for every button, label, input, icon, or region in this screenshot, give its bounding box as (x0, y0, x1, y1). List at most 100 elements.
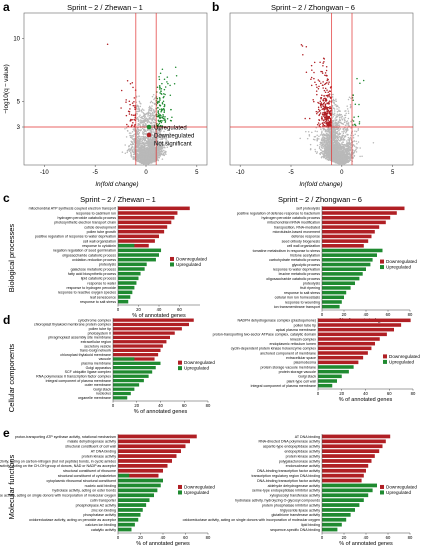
volcano-point (129, 82, 132, 85)
volcano-point (145, 137, 147, 140)
volcano-point (310, 64, 313, 67)
volcano-point (138, 115, 140, 118)
volcano-point (161, 150, 164, 153)
volcano-point (161, 116, 164, 119)
volcano-point (326, 78, 329, 80)
volcano-point (146, 121, 149, 124)
volcano-point (326, 81, 328, 84)
volcano-point (150, 109, 153, 111)
volcano-point (322, 119, 325, 121)
volcano-point (331, 112, 334, 114)
volcano-point (161, 125, 163, 127)
volcano-point (332, 129, 334, 132)
volcano-point (343, 130, 345, 132)
volcano-point (320, 106, 323, 108)
volcano-point (337, 128, 340, 130)
volcano-point (332, 99, 335, 101)
volcano-point (130, 151, 132, 154)
volcano-point (158, 96, 161, 99)
volcano-point (346, 108, 349, 110)
volcano-point (142, 142, 145, 145)
volcano-point (324, 103, 327, 105)
volcano-point (141, 121, 144, 124)
volcano-point (161, 82, 163, 85)
volcano-point (163, 119, 165, 121)
volcano-point (345, 128, 347, 130)
volcano-point (138, 136, 141, 138)
volcano-plot-b: -10 -5 0 5 (229, 12, 414, 176)
volcano-point (316, 139, 318, 142)
volcano-point (142, 153, 145, 156)
volcano-point (158, 131, 160, 133)
volcano-point (146, 151, 148, 153)
volcano-point (133, 127, 136, 129)
volcano-point (332, 153, 334, 156)
volcano-point (156, 138, 159, 140)
volcano-point (324, 74, 326, 77)
volcano-point (359, 82, 361, 84)
volcano-point (323, 125, 325, 127)
volcano-point (132, 122, 134, 124)
volcano-point (137, 128, 140, 131)
volcano-point (326, 147, 328, 149)
volcano-point (145, 156, 148, 158)
volcano-point (319, 100, 322, 102)
volcano-point (151, 101, 154, 104)
volcano-point (353, 150, 356, 152)
panel-letter-b: b (212, 0, 219, 14)
volcano-point (160, 144, 162, 147)
volcano-point (143, 147, 145, 149)
volcano-x-tick-label: -5 (92, 170, 98, 176)
volcano-point (131, 137, 133, 139)
volcano-point (352, 137, 355, 139)
volcano-point (139, 105, 142, 108)
volcano-point (335, 98, 337, 100)
volcano-point (336, 137, 339, 139)
volcano-point (326, 102, 328, 104)
volcano-point (316, 151, 319, 153)
volcano-point (163, 105, 166, 107)
volcano-point (163, 135, 166, 138)
volcano-point (143, 116, 146, 119)
volcano-point (158, 78, 161, 81)
volcano-y-tick-label: 5 (17, 100, 21, 106)
volcano-point (141, 149, 144, 151)
volcano-point (319, 123, 321, 126)
volcano-point (137, 157, 140, 159)
volcano-point (133, 101, 135, 103)
volcano-point (320, 128, 322, 130)
volcano-point (144, 158, 147, 160)
volcano-point (157, 112, 160, 115)
volcano-point (138, 131, 141, 134)
volcano-point (315, 110, 318, 113)
legend-not-significant: Not significant (154, 142, 192, 148)
volcano-point (132, 155, 135, 158)
volcano-point (354, 123, 356, 126)
volcano-point (153, 103, 156, 105)
volcano-point (150, 130, 152, 133)
volcano-point (156, 86, 159, 89)
volcano-point (322, 145, 325, 148)
volcano-point (327, 135, 330, 137)
volcano-point (332, 93, 334, 96)
volcano-point (327, 96, 329, 98)
volcano-point (336, 122, 339, 125)
volcano-point (150, 156, 152, 159)
volcano-point (340, 122, 343, 125)
volcano-point (357, 127, 360, 130)
volcano-point (317, 88, 320, 90)
volcano-point (147, 156, 150, 158)
volcano-point (319, 112, 322, 114)
volcano-point (341, 118, 344, 121)
volcano-point (323, 122, 326, 124)
volcano-point (154, 131, 156, 133)
volcano-point (143, 121, 146, 124)
volcano-point (328, 139, 330, 142)
volcano-point (133, 125, 136, 127)
volcano-point (131, 102, 134, 104)
volcano-point (151, 105, 153, 107)
volcano-point (338, 132, 341, 134)
volcano-point (132, 143, 135, 145)
volcano-point (312, 138, 315, 141)
